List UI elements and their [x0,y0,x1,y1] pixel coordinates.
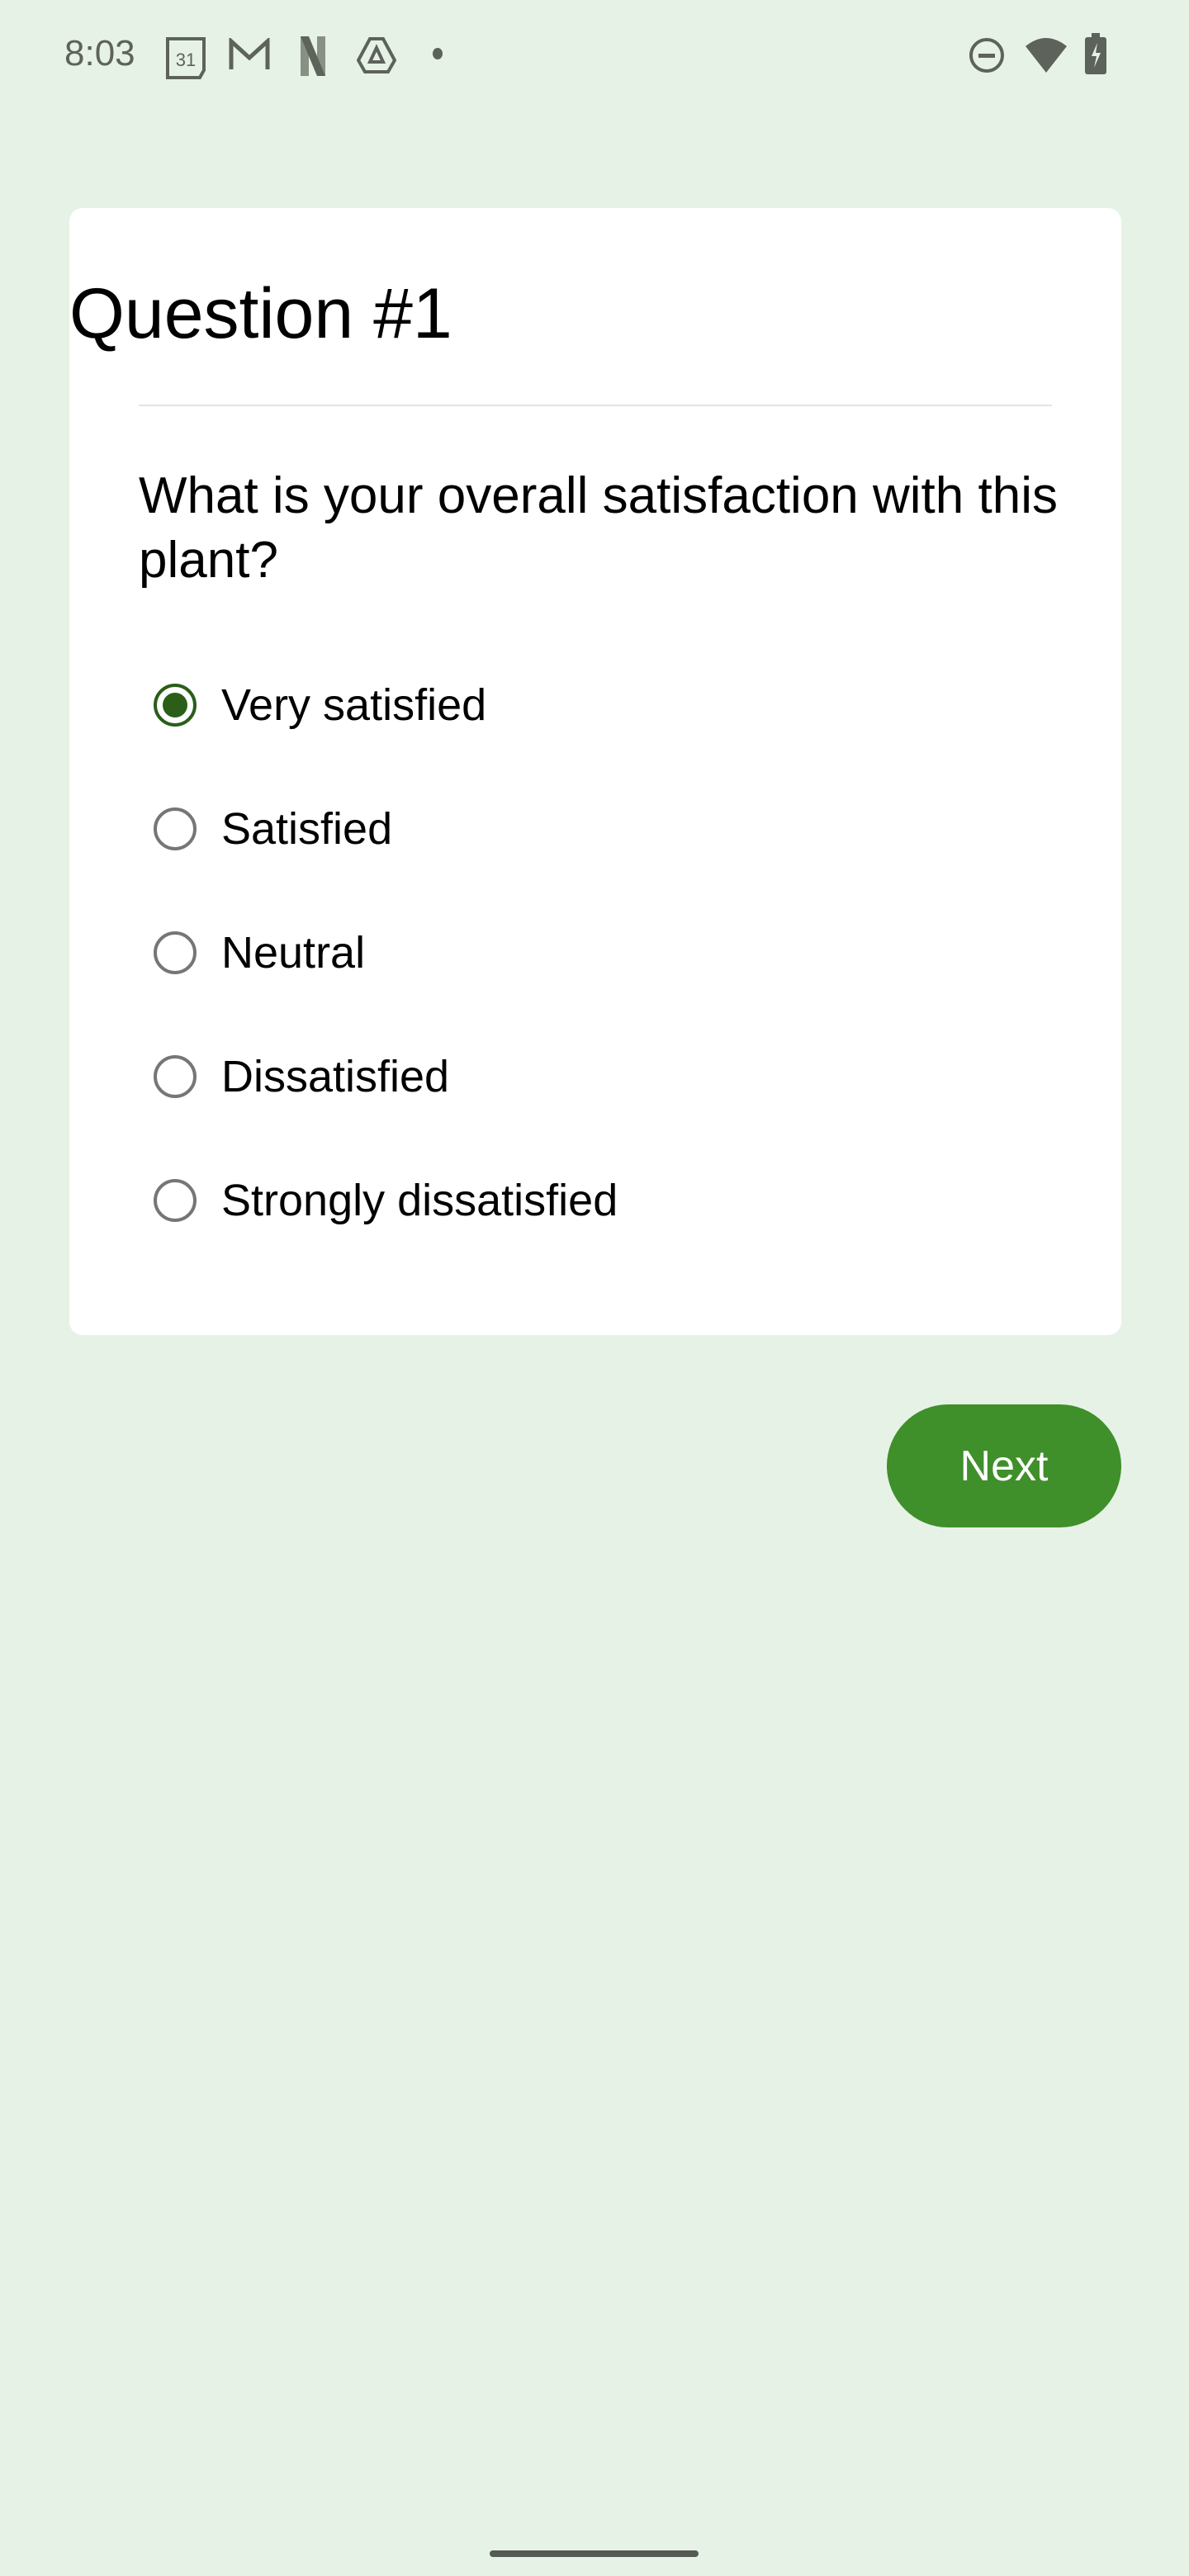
option-label: Neutral [221,928,366,978]
next-button[interactable]: Next [887,1404,1121,1527]
question-text: What is your overall satisfaction with t… [139,467,1058,589]
radio-button-selected[interactable] [154,684,197,727]
status-bar: 8:03 31 [0,0,1189,116]
option-label: Very satisfied [221,680,487,730]
dot-icon [433,48,443,59]
drive-icon [357,37,396,73]
gmail-icon [229,38,270,69]
question-card [69,208,1121,1335]
option-satisfied[interactable]: Satisfied [139,779,1047,878]
option-label: Satisfied [221,804,393,854]
question-title: Question #1 [69,274,452,353]
option-very-satisfied[interactable]: Very satisfied [139,656,1047,755]
netflix-icon [301,36,325,76]
status-time: 8:03 [64,33,135,73]
option-neutral[interactable]: Neutral [139,903,1047,1002]
calendar-icon: 31 [166,37,206,79]
option-label: Dissatisfied [221,1052,450,1101]
svg-text:31: 31 [176,50,196,70]
divider [139,405,1052,406]
option-dissatisfied[interactable]: Dissatisfied [139,1027,1047,1126]
battery-charging-icon [1085,33,1106,74]
radio-button[interactable] [154,807,197,850]
option-strongly-dissatisfied[interactable]: Strongly dissatisfied [139,1151,1047,1250]
option-label: Strongly dissatisfied [221,1176,618,1225]
radio-button[interactable] [154,1179,197,1222]
radio-button[interactable] [154,1055,197,1098]
home-gesture-bar[interactable] [490,2550,699,2557]
radio-button[interactable] [154,931,197,974]
wifi-icon [1026,38,1067,73]
do-not-disturb-icon [969,38,1004,73]
